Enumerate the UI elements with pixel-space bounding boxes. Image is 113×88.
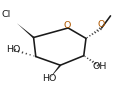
Polygon shape	[49, 65, 61, 78]
Text: OH: OH	[91, 62, 106, 71]
Text: O: O	[97, 20, 104, 29]
Text: Cl: Cl	[2, 10, 11, 19]
Text: HO: HO	[6, 45, 20, 54]
Polygon shape	[17, 23, 34, 38]
Text: HO: HO	[42, 74, 56, 83]
Text: O: O	[63, 21, 70, 30]
